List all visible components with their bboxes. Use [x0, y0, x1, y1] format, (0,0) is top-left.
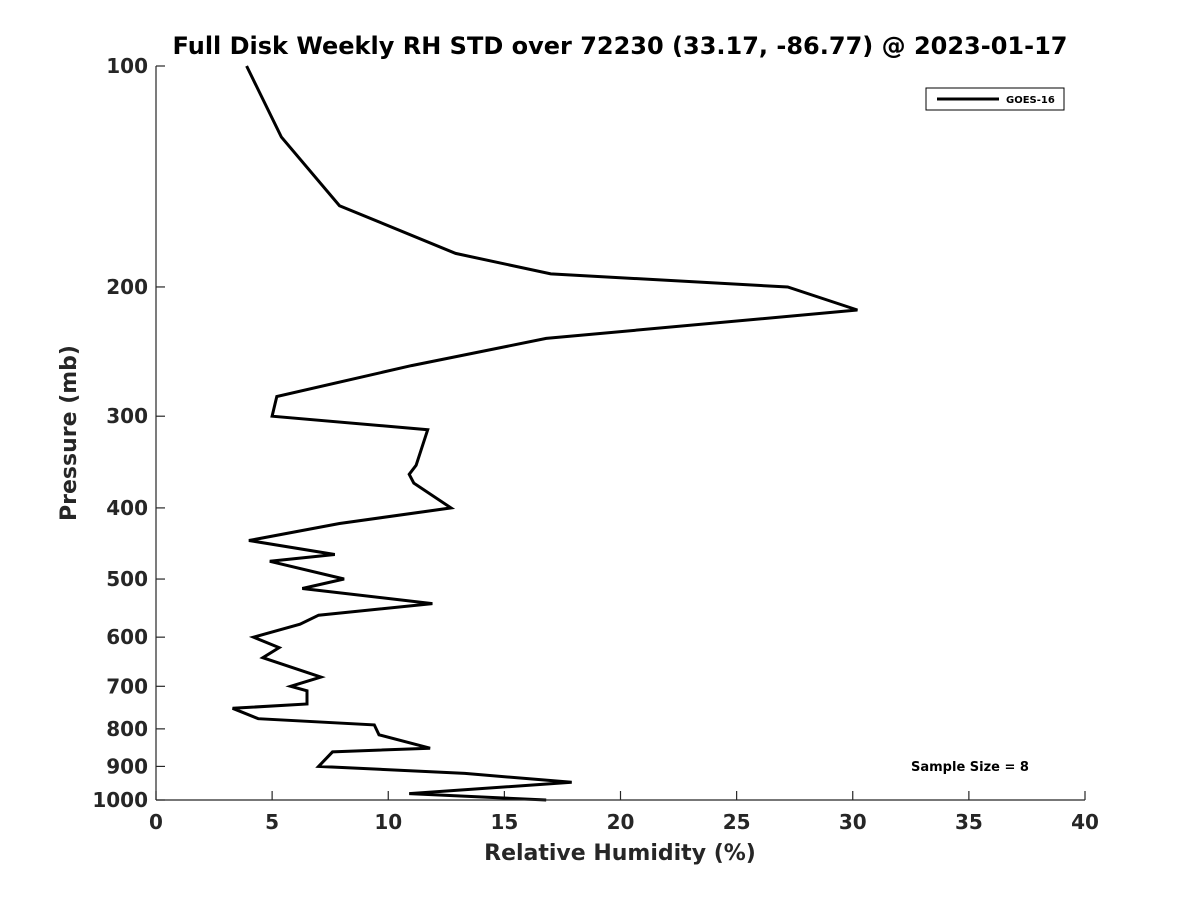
x-tick-label: 5	[265, 810, 279, 834]
x-tick-label: 30	[839, 810, 867, 834]
x-tick-label: 25	[723, 810, 751, 834]
x-tick-label: 10	[374, 810, 402, 834]
y-tick-label: 1000	[92, 788, 148, 812]
x-axis-label: Relative Humidity (%)	[484, 841, 756, 866]
y-tick-label: 800	[106, 717, 148, 741]
y-tick-label: 300	[106, 404, 148, 428]
y-tick-label: 600	[106, 625, 148, 649]
series-line-goes-16	[232, 65, 858, 802]
x-tick-label: 40	[1071, 810, 1099, 834]
legend-entry-goes-16: GOES-16	[1006, 95, 1055, 106]
y-tick-label: 700	[106, 674, 148, 698]
y-tick-label: 200	[106, 275, 148, 299]
chart-title: Full Disk Weekly RH STD over 72230 (33.1…	[173, 32, 1068, 60]
y-axis-ticks: 100 200 300 400 500 600 700 800 900 1000	[92, 54, 165, 812]
x-tick-label: 35	[955, 810, 983, 834]
sample-size-annotation: Sample Size = 8	[911, 760, 1029, 775]
x-tick-label: 15	[490, 810, 518, 834]
y-tick-label: 400	[106, 496, 148, 520]
x-tick-label: 20	[607, 810, 635, 834]
y-tick-label: 100	[106, 54, 148, 78]
y-tick-label: 500	[106, 567, 148, 591]
y-axis-label: Pressure (mb)	[57, 345, 82, 521]
legend: GOES-16	[925, 87, 1065, 111]
x-tick-label: 0	[149, 810, 163, 834]
y-tick-label: 900	[106, 754, 148, 778]
x-axis-ticks: 0 5 10 15 20 25 30 35 40	[149, 791, 1099, 834]
